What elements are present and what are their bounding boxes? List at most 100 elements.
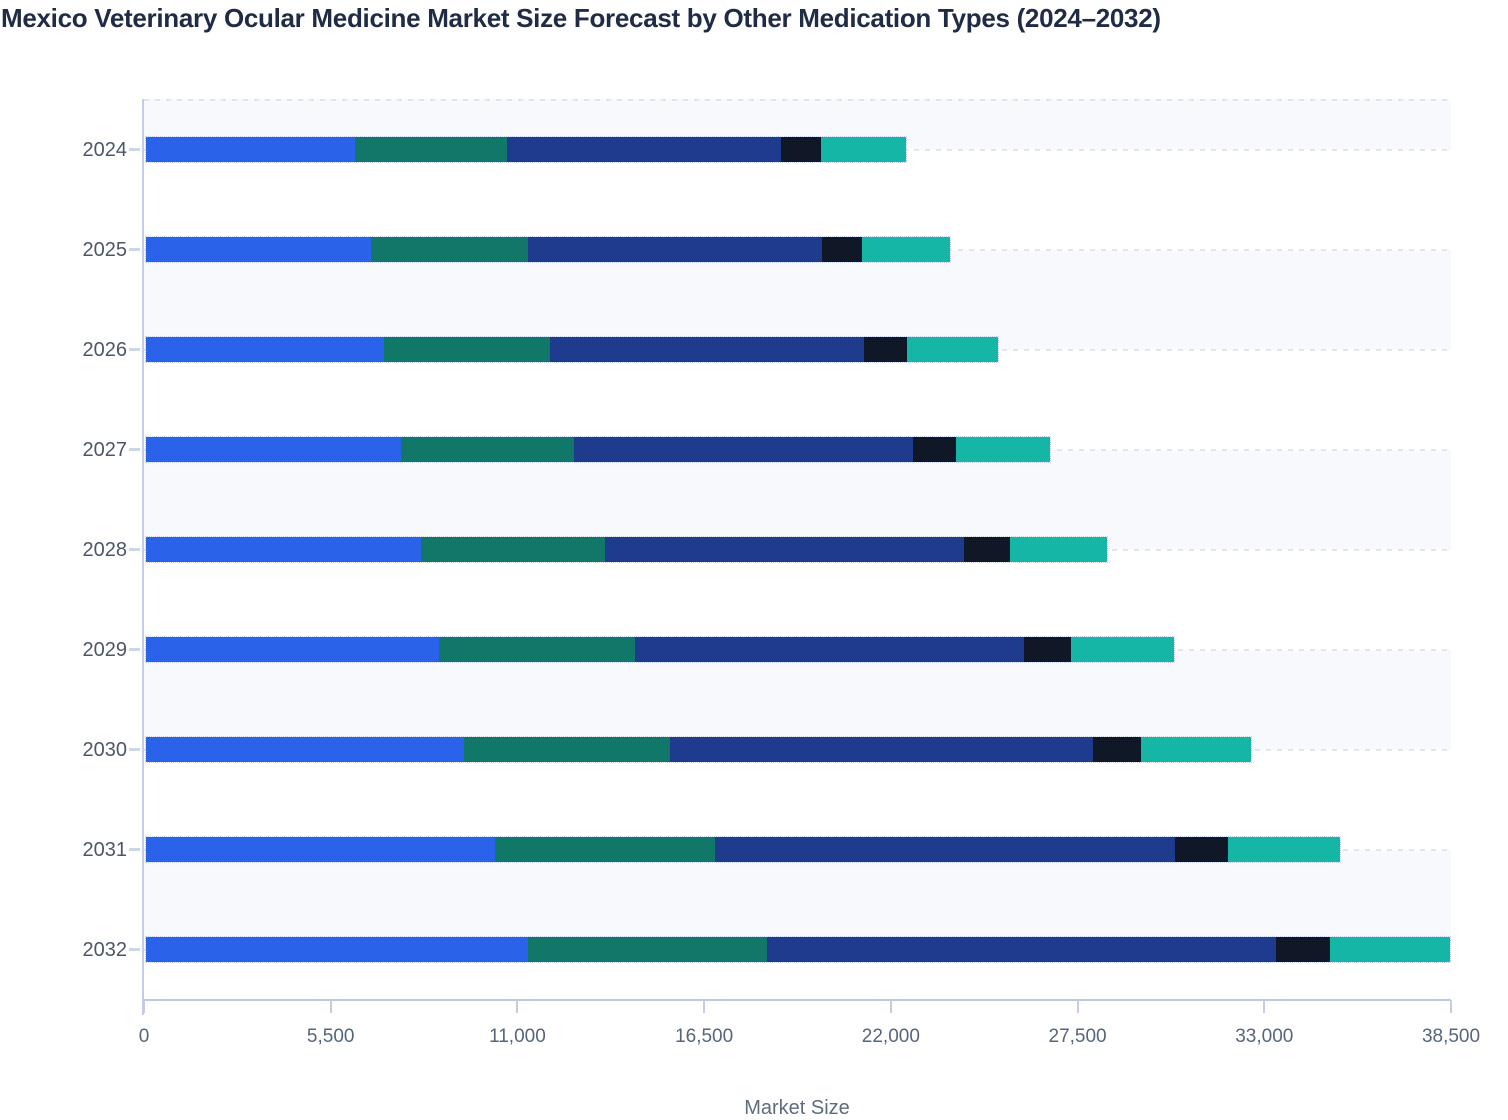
x-tick	[1263, 1000, 1266, 1013]
x-axis-line	[142, 999, 1451, 1001]
y-axis-label: 2031	[82, 839, 128, 861]
y-tick	[129, 348, 140, 351]
row-band	[144, 250, 1451, 350]
x-axis-label: 22,000	[861, 1026, 920, 1047]
bar-segment-series-5[interactable]	[1070, 637, 1174, 662]
y-axis-label: 2025	[82, 239, 128, 261]
bar-segment-series-2[interactable]	[401, 437, 574, 462]
bar-segment-series-4[interactable]	[912, 437, 956, 462]
y-axis-label: 2027	[82, 439, 128, 461]
x-tick	[703, 1000, 706, 1013]
bar-segment-series-2[interactable]	[370, 237, 528, 262]
bar-segment-series-5[interactable]	[1329, 937, 1451, 962]
bar-segment-series-1[interactable]	[146, 537, 421, 562]
bar-segment-series-1[interactable]	[146, 737, 465, 762]
bar-segment-series-3[interactable]	[573, 437, 913, 462]
y-tick	[129, 248, 140, 251]
bar-row-2025	[145, 236, 951, 263]
bar-row-2028	[145, 536, 1109, 563]
x-axis-label: 5,500	[306, 1026, 355, 1047]
bar-segment-series-3[interactable]	[527, 237, 822, 262]
bar-segment-series-1[interactable]	[146, 437, 402, 462]
x-axis-label: 33,000	[1235, 1026, 1294, 1047]
y-tick	[129, 748, 140, 751]
y-axis-label: 2032	[82, 939, 128, 961]
bar-row-2026	[145, 336, 1000, 363]
chart-title: Mexico Veterinary Ocular Medicine Market…	[1, 3, 1161, 33]
y-tick	[129, 548, 140, 551]
x-axis-label: 0	[138, 1026, 150, 1047]
bar-segment-series-1[interactable]	[146, 337, 385, 362]
row-band	[144, 750, 1451, 850]
bar-row-2030	[145, 736, 1252, 763]
row-band	[144, 350, 1451, 450]
x-tick	[1076, 1000, 1079, 1013]
bar-segment-series-3[interactable]	[670, 737, 1093, 762]
y-tick	[129, 648, 140, 651]
bar-segment-series-5[interactable]	[821, 137, 906, 162]
bar-segment-series-2[interactable]	[439, 637, 635, 662]
x-axis-title: Market Size	[744, 1097, 850, 1119]
bar-segment-series-4[interactable]	[864, 337, 907, 362]
bar-segment-series-4[interactable]	[1276, 937, 1330, 962]
row-band	[144, 550, 1451, 650]
bar-segment-series-2[interactable]	[494, 837, 715, 862]
bar-row-2031	[145, 836, 1341, 863]
x-tick	[143, 1000, 145, 1013]
bar-segment-series-1[interactable]	[146, 237, 371, 262]
bar-segment-series-1[interactable]	[146, 137, 356, 162]
plot-top-border	[144, 99, 1451, 101]
bar-row-2024	[145, 136, 907, 163]
y-axis-label: 2028	[82, 539, 128, 561]
bar-segment-series-3[interactable]	[605, 537, 965, 562]
y-tick	[129, 448, 140, 451]
bar-segment-series-3[interactable]	[714, 837, 1176, 862]
x-tick	[1450, 1000, 1452, 1013]
bar-segment-series-4[interactable]	[821, 237, 863, 262]
bar-segment-series-4[interactable]	[1023, 637, 1071, 662]
bar-segment-series-4[interactable]	[781, 137, 822, 162]
bar-segment-series-5[interactable]	[1009, 537, 1108, 562]
x-axis-label: 11,000	[489, 1026, 546, 1047]
y-tick	[129, 848, 140, 851]
bar-segment-series-1[interactable]	[146, 837, 495, 862]
bar-segment-series-2[interactable]	[464, 737, 671, 762]
bar-segment-series-2[interactable]	[384, 337, 550, 362]
bar-segment-series-3[interactable]	[549, 337, 865, 362]
bar-row-2029	[145, 636, 1175, 663]
y-axis-label: 2030	[82, 739, 128, 761]
bar-row-2027	[145, 436, 1052, 463]
bar-segment-series-1[interactable]	[146, 637, 440, 662]
y-tick	[129, 948, 140, 951]
row-band	[144, 650, 1451, 750]
bar-row-2032	[145, 936, 1452, 963]
x-tick	[516, 1000, 519, 1013]
x-axis-label: 38,500	[1421, 1026, 1481, 1047]
bar-segment-series-1[interactable]	[146, 937, 528, 962]
bar-segment-series-5[interactable]	[1227, 837, 1340, 862]
x-axis-label: 27,500	[1048, 1026, 1107, 1047]
bar-segment-series-5[interactable]	[862, 237, 950, 262]
bar-segment-series-4[interactable]	[964, 537, 1010, 562]
y-axis-label: 2026	[82, 339, 128, 361]
bar-segment-series-4[interactable]	[1175, 837, 1228, 862]
bar-segment-series-2[interactable]	[420, 537, 606, 562]
bar-segment-series-2[interactable]	[355, 137, 507, 162]
x-tick	[889, 1000, 892, 1013]
bar-segment-series-5[interactable]	[1141, 737, 1251, 762]
bar-segment-series-3[interactable]	[634, 637, 1024, 662]
bar-segment-series-2[interactable]	[527, 937, 768, 962]
y-axis-line	[142, 99, 144, 1015]
bar-segment-series-5[interactable]	[955, 437, 1051, 462]
y-axis-label: 2029	[82, 639, 128, 661]
bar-segment-series-3[interactable]	[506, 137, 782, 162]
y-axis-label: 2024	[82, 139, 128, 161]
bar-segment-series-3[interactable]	[767, 937, 1277, 962]
bar-segment-series-5[interactable]	[906, 337, 999, 362]
bar-segment-series-4[interactable]	[1092, 737, 1142, 762]
x-tick	[329, 1000, 332, 1013]
row-band	[144, 450, 1451, 550]
x-axis-label: 16,500	[675, 1026, 734, 1047]
